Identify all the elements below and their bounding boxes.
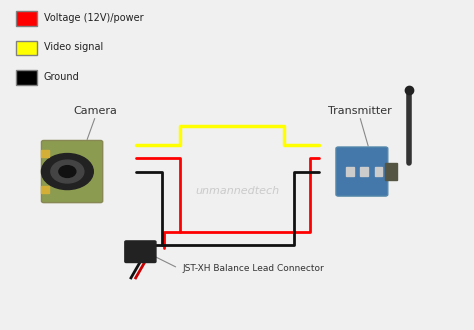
Bar [360,167,368,177]
FancyBboxPatch shape [41,141,103,203]
Bar [16,11,36,26]
Text: Ground: Ground [44,72,80,82]
FancyBboxPatch shape [125,241,156,262]
Bar [41,149,48,157]
Text: unmannedtech: unmannedtech [195,186,279,196]
Text: Video signal: Video signal [44,42,103,52]
Text: Transmitter: Transmitter [328,106,392,116]
Bar [41,185,48,193]
Text: Camera: Camera [73,106,118,116]
FancyBboxPatch shape [336,147,388,196]
Bar [385,163,397,180]
Bar [16,41,36,55]
Bar [374,167,382,177]
Circle shape [59,166,76,178]
Text: JST-XH Balance Lead Connector: JST-XH Balance Lead Connector [183,264,325,273]
Circle shape [51,160,84,183]
Bar [346,167,354,177]
Circle shape [41,153,93,189]
Text: Voltage (12V)/power: Voltage (12V)/power [44,13,144,23]
Bar [16,70,36,85]
